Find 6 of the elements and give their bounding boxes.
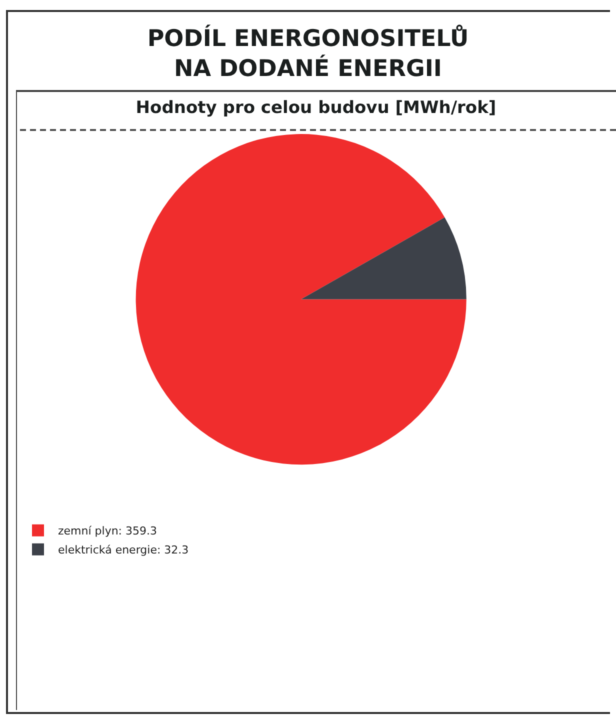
pie-slice xyxy=(136,134,466,465)
chart-subtitle: Hodnoty pro celou budovu [MWh/rok] xyxy=(134,98,498,118)
pie-slice xyxy=(301,217,466,300)
chart-title: PODÍL ENERGONOSITELŮ NA DODANÉ ENERGII xyxy=(146,24,470,84)
legend-label: elektrická energie: 32.3 xyxy=(58,544,189,557)
legend-label: zemní plyn: 359.3 xyxy=(58,524,157,538)
